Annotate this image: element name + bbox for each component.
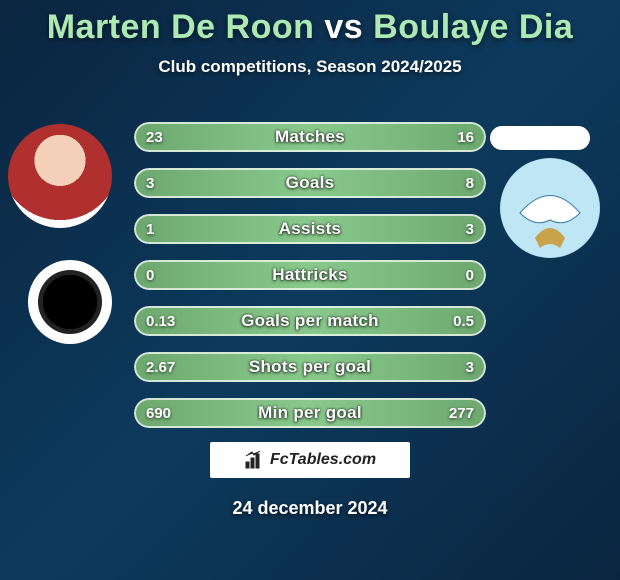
logo-text: FcTables.com — [270, 451, 376, 469]
comparison-infographic: Marten De Roon vs Boulaye Dia Club compe… — [0, 0, 620, 580]
stat-label: Goals — [134, 168, 486, 198]
stat-label: Goals per match — [134, 306, 486, 336]
stat-label: Matches — [134, 122, 486, 152]
stat-value-right: 8 — [454, 168, 486, 198]
fctables-logo: FcTables.com — [210, 442, 410, 478]
stat-value-right: 0 — [454, 260, 486, 290]
stat-row: 3Goals8 — [134, 168, 486, 198]
stat-value-right: 0.5 — [441, 306, 486, 336]
stat-row: 0.13Goals per match0.5 — [134, 306, 486, 336]
stat-value-right: 3 — [454, 352, 486, 382]
stat-value-right: 3 — [454, 214, 486, 244]
stat-row: 0Hattricks0 — [134, 260, 486, 290]
stat-label: Min per goal — [134, 398, 486, 428]
player2-club-crest — [500, 158, 600, 258]
page-title: Marten De Roon vs Boulaye Dia — [0, 0, 620, 47]
stat-row: 690Min per goal277 — [134, 398, 486, 428]
footer-date: 24 december 2024 — [0, 498, 620, 519]
stat-row: 2.67Shots per goal3 — [134, 352, 486, 382]
stat-value-right: 277 — [437, 398, 486, 428]
stat-label: Shots per goal — [134, 352, 486, 382]
player2-avatar — [490, 126, 590, 150]
player1-name: Marten De Roon — [47, 8, 315, 46]
stats-table: 23Matches163Goals81Assists30Hattricks00.… — [134, 122, 486, 444]
player2-name: Boulaye Dia — [373, 8, 573, 46]
player1-club-crest — [28, 260, 112, 344]
subtitle: Club competitions, Season 2024/2025 — [0, 57, 620, 77]
vs-label: vs — [324, 8, 363, 46]
stat-label: Assists — [134, 214, 486, 244]
stat-value-right: 16 — [445, 122, 486, 152]
player1-avatar — [8, 124, 112, 228]
stat-row: 23Matches16 — [134, 122, 486, 152]
stat-label: Hattricks — [134, 260, 486, 290]
chart-icon — [244, 450, 264, 470]
stat-row: 1Assists3 — [134, 214, 486, 244]
